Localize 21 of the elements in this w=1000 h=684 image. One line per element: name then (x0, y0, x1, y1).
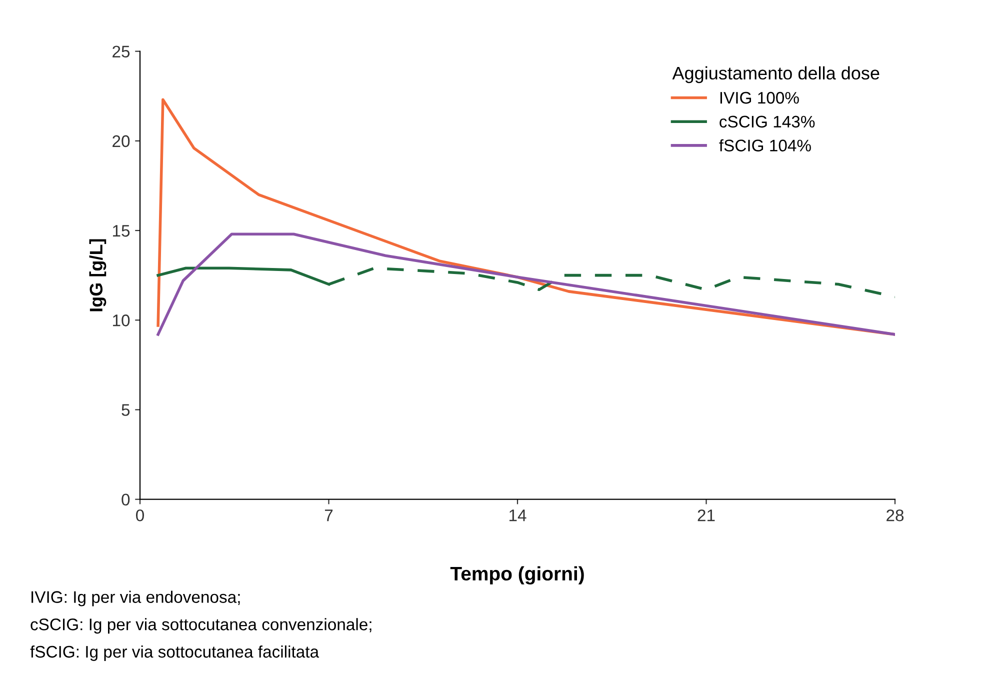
legend-label: fSCIG 104% (719, 139, 811, 152)
y-axis-title: IgG [g/L] (89, 239, 106, 312)
text: cSCIG: Ig per via sottocutanea convenzionale; (30, 618, 372, 634)
x-axis-title: Tempo (giorni) (450, 566, 584, 584)
x-tick-label: 7 (324, 510, 333, 522)
x-tick-label: 28 (886, 509, 904, 522)
legend-title: Aggiustamento della dose (672, 66, 880, 84)
x-tick-label: 21 (698, 509, 715, 522)
y-tick-label: 25 (112, 46, 130, 58)
y-tick-label: 15 (113, 225, 130, 237)
text: IVIG: Ig per via endovenosa; (32, 590, 240, 606)
line-series (156, 232, 895, 336)
y-tick-label: 5 (122, 404, 130, 416)
legend-label: IVIG 100% (720, 92, 799, 104)
text: fSCIG: Ig per via sottocutanea facilitata (30, 645, 320, 661)
y-tick-label: 10 (113, 314, 130, 326)
y-tick-label: 20 (112, 135, 130, 148)
x-tick-label: 14 (510, 510, 526, 522)
x-tick-label: 0 (136, 509, 144, 522)
legend-label: cSCIG 143% (720, 116, 815, 128)
y-tick-label: 0 (122, 494, 130, 506)
